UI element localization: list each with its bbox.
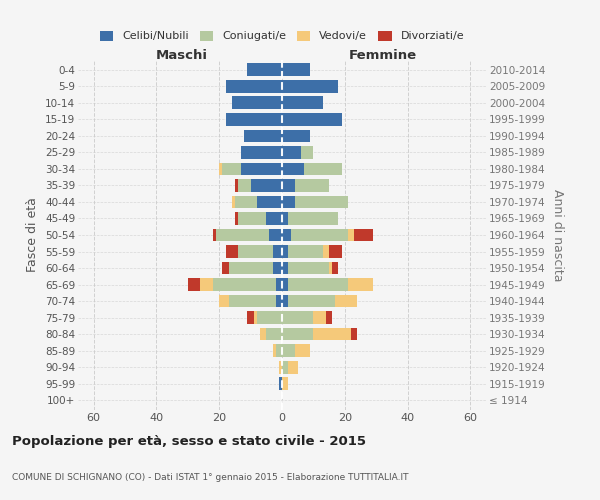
- Bar: [329, 262, 332, 274]
- Bar: [229, 262, 272, 274]
- Bar: [282, 64, 310, 76]
- Bar: [282, 80, 338, 93]
- Bar: [213, 278, 276, 291]
- Bar: [282, 377, 288, 390]
- Text: Maschi: Maschi: [155, 48, 208, 62]
- Bar: [223, 162, 241, 175]
- Bar: [288, 262, 329, 274]
- Bar: [288, 245, 323, 258]
- Bar: [313, 328, 351, 340]
- Bar: [219, 294, 229, 308]
- Bar: [235, 179, 238, 192]
- Bar: [272, 344, 276, 357]
- Bar: [276, 278, 282, 291]
- Bar: [351, 328, 358, 340]
- Bar: [232, 96, 282, 110]
- Bar: [251, 179, 282, 192]
- Bar: [257, 311, 282, 324]
- Bar: [241, 162, 282, 175]
- Bar: [238, 179, 251, 192]
- Bar: [288, 360, 298, 374]
- Bar: [226, 80, 282, 93]
- Bar: [223, 262, 229, 274]
- Bar: [235, 212, 238, 225]
- Bar: [257, 196, 282, 208]
- Bar: [272, 262, 282, 274]
- Bar: [188, 278, 200, 291]
- Bar: [232, 196, 235, 208]
- Bar: [301, 146, 313, 159]
- Bar: [295, 179, 329, 192]
- Text: COMUNE DI SCHIGNANO (CO) - Dati ISTAT 1° gennaio 2015 - Elaborazione TUTTITALIA.: COMUNE DI SCHIGNANO (CO) - Dati ISTAT 1°…: [12, 473, 409, 482]
- Bar: [326, 311, 332, 324]
- Bar: [304, 162, 341, 175]
- Legend: Celibi/Nubili, Coniugati/e, Vedovi/e, Divorziati/e: Celibi/Nubili, Coniugati/e, Vedovi/e, Di…: [100, 30, 464, 42]
- Bar: [313, 311, 326, 324]
- Bar: [276, 294, 282, 308]
- Bar: [272, 245, 282, 258]
- Bar: [216, 228, 269, 241]
- Bar: [288, 278, 348, 291]
- Bar: [295, 344, 310, 357]
- Bar: [269, 228, 282, 241]
- Bar: [282, 212, 288, 225]
- Bar: [282, 262, 288, 274]
- Bar: [247, 64, 282, 76]
- Bar: [279, 360, 282, 374]
- Bar: [282, 196, 295, 208]
- Bar: [238, 245, 272, 258]
- Bar: [348, 278, 373, 291]
- Bar: [200, 278, 213, 291]
- Bar: [229, 294, 276, 308]
- Bar: [282, 328, 313, 340]
- Bar: [282, 96, 323, 110]
- Bar: [241, 146, 282, 159]
- Bar: [260, 328, 266, 340]
- Bar: [282, 311, 313, 324]
- Bar: [332, 262, 338, 274]
- Y-axis label: Fasce di età: Fasce di età: [26, 198, 40, 272]
- Bar: [323, 245, 329, 258]
- Bar: [282, 113, 341, 126]
- Bar: [226, 113, 282, 126]
- Bar: [288, 212, 338, 225]
- Bar: [348, 228, 354, 241]
- Bar: [213, 228, 216, 241]
- Bar: [226, 245, 238, 258]
- Y-axis label: Anni di nascita: Anni di nascita: [551, 188, 564, 281]
- Text: Popolazione per età, sesso e stato civile - 2015: Popolazione per età, sesso e stato civil…: [12, 435, 366, 448]
- Bar: [282, 360, 288, 374]
- Bar: [238, 212, 266, 225]
- Bar: [276, 344, 282, 357]
- Bar: [247, 311, 254, 324]
- Bar: [295, 196, 348, 208]
- Bar: [282, 245, 288, 258]
- Bar: [292, 228, 348, 241]
- Bar: [354, 228, 373, 241]
- Bar: [282, 146, 301, 159]
- Text: Femmine: Femmine: [349, 48, 416, 62]
- Bar: [244, 130, 282, 142]
- Bar: [288, 294, 335, 308]
- Bar: [219, 162, 223, 175]
- Bar: [282, 228, 292, 241]
- Bar: [329, 245, 341, 258]
- Bar: [282, 130, 310, 142]
- Bar: [282, 278, 288, 291]
- Bar: [335, 294, 358, 308]
- Bar: [254, 311, 257, 324]
- Bar: [282, 344, 295, 357]
- Bar: [266, 212, 282, 225]
- Bar: [279, 377, 282, 390]
- Bar: [266, 328, 282, 340]
- Bar: [282, 162, 304, 175]
- Bar: [282, 294, 288, 308]
- Bar: [282, 179, 295, 192]
- Bar: [235, 196, 257, 208]
